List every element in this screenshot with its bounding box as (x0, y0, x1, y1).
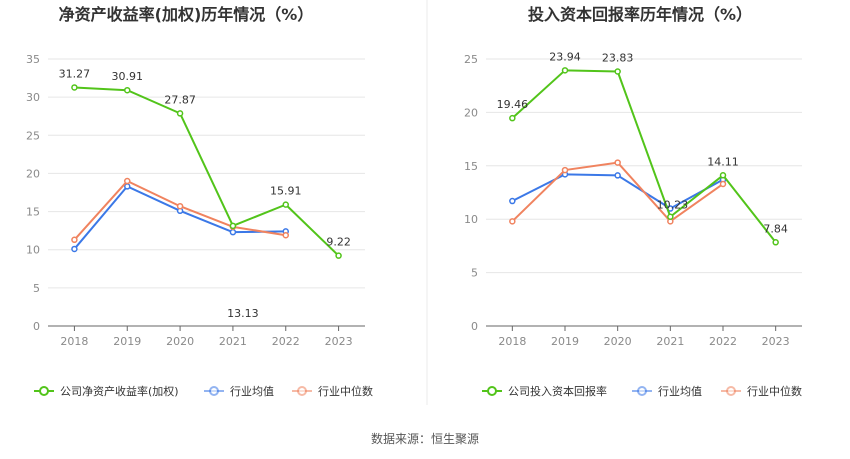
roic-x-tick-label: 2023 (762, 335, 790, 348)
roic-legend-item-2[interactable]: 行业中位数 (721, 384, 802, 398)
roic-chart-title: 投入资本回报率历年情况（%） (528, 5, 752, 24)
roic-series-2-point[interactable] (561, 166, 569, 174)
roe-y-tick-label: 10 (26, 244, 40, 257)
roe-y-tick-label: 5 (33, 282, 40, 295)
roic-chart: 投入资本回报率历年情况（%） 0 5 10 15 20 25 2018 2019 2020 202… (464, 5, 802, 398)
roic-series-1-point[interactable] (614, 172, 621, 179)
roic-y-tick-label: 20 (464, 106, 478, 119)
roe-legend-marker (209, 386, 219, 396)
roe-data-label: 31.27 (59, 67, 91, 80)
roic-series-2-point[interactable] (614, 159, 621, 166)
roe-legend-label: 行业均值 (230, 385, 274, 398)
roic-series: 19.46 23.94 23.83 10.23 14.11 7.84 (497, 50, 788, 246)
roic-legend-label: 行业均值 (658, 385, 702, 398)
roe-series-1-point[interactable] (71, 245, 78, 253)
roic-data-label: 7.84 (763, 222, 788, 235)
roic-x-tick-label: 2021 (656, 335, 684, 348)
roe-chart-title: 净资产收益率(加权)历年情况（%） (59, 5, 314, 24)
roe-axes: 0 5 10 15 20 25 30 35 2018 2019 2020 2021 2022 2023 (26, 53, 365, 348)
roic-series-0-point[interactable] (561, 67, 569, 74)
roic-legend-label: 行业中位数 (747, 384, 802, 398)
roe-legend-item-2[interactable]: 行业中位数 (292, 384, 373, 398)
roic-data-label: 23.94 (549, 50, 581, 63)
roe-y-tick-label: 35 (26, 53, 40, 66)
roe-legend: 公司净资产收益率(加权) 行业均值 行业中位数 (34, 384, 373, 398)
roe-x-tick-label: 2018 (60, 335, 88, 348)
roe-data-label: 13.13 (227, 307, 259, 320)
roic-y-tick-label: 10 (464, 213, 478, 226)
roe-y-tick-label: 30 (26, 91, 40, 104)
roic-series-0-point[interactable] (667, 213, 674, 220)
roic-series-2-point[interactable] (509, 218, 516, 225)
roic-series-0-point[interactable] (719, 172, 727, 179)
roe-series: 31.27 30.91 27.87 13.13 15.91 9.22 (59, 67, 351, 320)
roe-series-0-point[interactable] (124, 86, 131, 94)
roic-series-line-2 (511, 161, 724, 223)
roe-x-tick-label: 2020 (166, 335, 194, 348)
roe-series-0-point[interactable] (335, 252, 342, 259)
roic-y-tick-label: 0 (471, 320, 478, 333)
roe-chart: 净资产收益率(加权)历年情况（%） 0 5 10 15 20 25 30 35 2018 2019… (26, 5, 373, 398)
roic-legend-marker (637, 386, 647, 396)
roic-series-1-point[interactable] (509, 197, 516, 205)
roe-series-0-point[interactable] (282, 201, 289, 208)
roe-y-tick-label: 20 (26, 167, 40, 180)
roe-legend-item-1[interactable]: 行业均值 (204, 385, 274, 398)
roe-x-tick-label: 2019 (113, 335, 141, 348)
roic-axes: 0 5 10 15 20 25 2018 2019 2020 2021 2022 2023 (464, 53, 802, 348)
roic-gridlines (486, 58, 802, 274)
roic-legend-label: 公司投入资本回报率 (508, 384, 607, 398)
roic-data-label: 19.46 (497, 98, 529, 111)
roic-legend-marker (487, 386, 497, 396)
roic-legend: 公司投入资本回报率 行业均值 行业中位数 (482, 384, 802, 398)
roe-data-label: 9.22 (326, 236, 351, 249)
roic-legend-marker (726, 386, 736, 396)
roic-y-tick-label: 5 (471, 267, 478, 280)
roe-gridlines (48, 58, 365, 289)
roic-series-line-0 (511, 69, 777, 243)
data-source-note: 数据来源：恒生聚源 (371, 431, 479, 446)
roe-series-2-point[interactable] (71, 236, 78, 244)
roe-legend-label: 公司净资产收益率(加权) (60, 384, 179, 398)
roe-y-tick-label: 15 (26, 206, 40, 219)
roic-series-0-point[interactable] (509, 114, 516, 122)
roe-data-label: 15.91 (270, 185, 302, 198)
roic-legend-item-1[interactable]: 行业均值 (632, 385, 702, 398)
roic-y-tick-label: 25 (464, 53, 478, 66)
roic-data-label: 10.23 (657, 199, 689, 212)
roic-data-label: 23.83 (602, 51, 634, 64)
roe-series-0-point[interactable] (71, 84, 78, 91)
roe-data-label: 27.87 (164, 93, 196, 106)
roe-series-1-point[interactable] (124, 183, 131, 190)
roe-series-1-point[interactable] (229, 228, 237, 236)
roe-y-tick-label: 0 (33, 320, 40, 333)
roe-x-tick-label: 2021 (219, 335, 247, 348)
roic-y-tick-label: 15 (464, 160, 478, 173)
roic-x-tick-label: 2018 (498, 335, 526, 348)
roe-data-label: 30.91 (112, 70, 144, 83)
roic-legend-item-0[interactable]: 公司投入资本回报率 (482, 384, 607, 398)
roic-x-tick-label: 2019 (551, 335, 579, 348)
roe-y-tick-label: 25 (26, 129, 40, 142)
roic-x-tick-label: 2022 (709, 335, 737, 348)
roic-data-label: 14.11 (707, 155, 739, 168)
roic-series-2-point[interactable] (719, 180, 727, 188)
roic-series-0-point[interactable] (772, 239, 779, 246)
roic-x-tick-label: 2020 (604, 335, 632, 348)
roe-series-2-point[interactable] (282, 231, 289, 239)
roe-legend-marker (297, 386, 307, 396)
roe-legend-item-0[interactable]: 公司净资产收益率(加权) (34, 384, 179, 398)
roe-series-line-0 (74, 86, 340, 257)
roe-series-0-point[interactable] (229, 222, 237, 230)
roe-x-tick-label: 2022 (272, 335, 300, 348)
roe-series-0-point[interactable] (176, 110, 184, 117)
roe-series-2-point[interactable] (176, 202, 184, 210)
roic-series-0-point[interactable] (614, 68, 621, 75)
roe-legend-marker (39, 386, 49, 396)
roe-x-tick-label: 2023 (325, 335, 353, 348)
roe-series-2-point[interactable] (124, 177, 131, 185)
roe-legend-label: 行业中位数 (318, 384, 373, 398)
